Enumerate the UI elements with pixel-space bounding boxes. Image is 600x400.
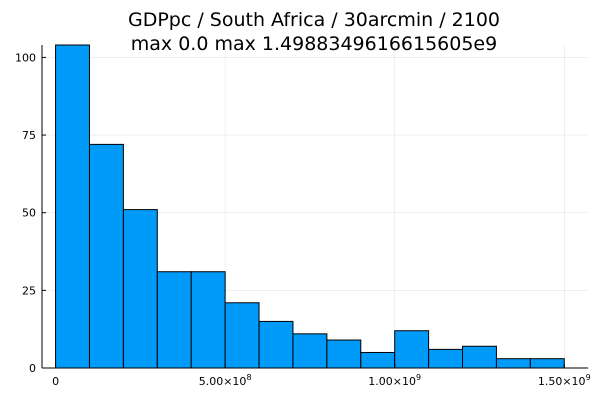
- y-tick-label-2: 50: [22, 207, 36, 220]
- histogram-bar-9: [360, 351, 396, 369]
- histogram-bar-2: [122, 209, 158, 369]
- y-tick-label-3: 75: [22, 129, 36, 142]
- histogram-bar-8: [326, 339, 362, 369]
- histogram-bar-0: [55, 44, 90, 369]
- histogram-bar-11: [428, 348, 464, 369]
- histogram-bar-1: [88, 143, 124, 369]
- histogram-bar-12: [462, 345, 497, 369]
- tick-labels: 0 25 50 75 100 0 5.00×108 1.00×109 1.50×109: [15, 51, 591, 388]
- axes: [41, 45, 588, 369]
- histogram-bar-4: [190, 271, 226, 369]
- y-tick-label-0: 0: [29, 362, 36, 375]
- histogram-bar-5: [224, 302, 260, 369]
- histogram-bar-14: [529, 358, 565, 369]
- histogram-bar-13: [495, 358, 531, 369]
- x-tick-label-1: 5.00×108: [199, 373, 252, 388]
- chart-subtitle: max 0.0 max 1.4988349616615605e9: [131, 33, 497, 55]
- histogram-bar-10: [394, 330, 430, 369]
- x-tick-label-0: 0: [52, 375, 59, 388]
- histogram-bar-7: [292, 333, 328, 369]
- chart-title: GDPpc / South Africa / 30arcmin / 2100: [128, 9, 500, 31]
- y-tick-label-1: 25: [22, 284, 36, 297]
- y-tick-label-4: 100: [15, 51, 36, 64]
- x-tick-label-2: 1.00×109: [368, 373, 421, 388]
- histogram-bar-3: [156, 271, 192, 369]
- x-tick-label-3: 1.50×109: [538, 373, 591, 388]
- bars: [55, 44, 565, 369]
- histogram-bar-6: [258, 320, 294, 369]
